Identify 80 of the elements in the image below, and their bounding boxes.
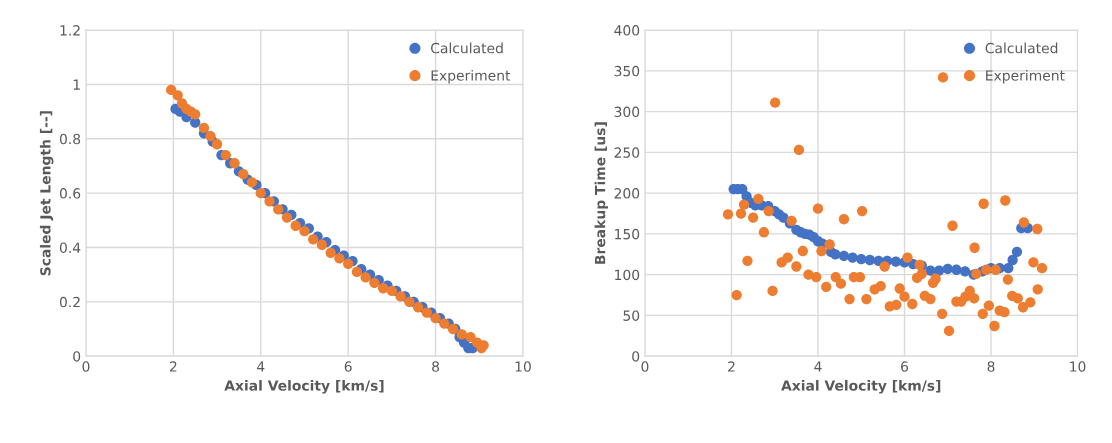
- point: [220, 149, 231, 161]
- x-tick-label: 8: [432, 361, 440, 372]
- x-axis-title: Axial Velocity [km/s]: [781, 380, 941, 394]
- point: [421, 307, 432, 318]
- y-tick-label: 1: [73, 79, 80, 90]
- legend-label: Calculated: [985, 42, 1058, 54]
- point: [864, 254, 876, 266]
- point: [360, 272, 371, 283]
- y-tick-label: 200: [614, 188, 640, 199]
- y-tick-label: 50: [623, 310, 640, 321]
- point: [264, 196, 275, 207]
- point: [198, 122, 210, 134]
- x-axis-title: Axial Velocity [km/s]: [224, 380, 384, 394]
- x-tick-label: 10: [515, 361, 531, 372]
- x-tick-label: 0: [641, 361, 649, 372]
- y-tick-label: 400: [614, 25, 640, 36]
- y-axis-title: Breakup Time [us]: [594, 122, 609, 264]
- point: [838, 250, 850, 262]
- y-tick-label: 0.4: [59, 242, 81, 253]
- point: [830, 249, 841, 260]
- point: [246, 177, 258, 188]
- point: [369, 277, 380, 288]
- point: [856, 254, 867, 265]
- point: [847, 252, 858, 263]
- y-tick-label: 250: [614, 147, 640, 158]
- point: [377, 283, 389, 294]
- y-tick-label: 300: [614, 106, 640, 118]
- point: [430, 312, 441, 324]
- y-tick-label: 1.2: [60, 25, 80, 36]
- point: [386, 285, 398, 297]
- point: [351, 266, 363, 278]
- y-tick-label: 150: [615, 228, 640, 240]
- x-tick-label: 2: [169, 361, 177, 372]
- x-tick-label: 6: [344, 361, 352, 372]
- point: [316, 239, 328, 250]
- legend-label: Experiment: [986, 69, 1065, 84]
- point: [959, 266, 971, 277]
- point: [238, 168, 249, 180]
- point: [465, 332, 476, 343]
- point: [395, 291, 406, 302]
- y-tick-label: 0.2: [59, 296, 80, 308]
- x-tick-label: 4: [257, 361, 265, 372]
- x-tick-label: 10: [1070, 361, 1086, 372]
- point: [325, 247, 336, 259]
- point: [299, 226, 310, 237]
- point: [205, 130, 216, 142]
- x-tick-label: 0: [82, 361, 90, 372]
- point: [412, 302, 424, 313]
- point: [439, 318, 450, 329]
- point: [343, 258, 354, 269]
- legend-label: Experiment: [431, 69, 511, 84]
- point: [1011, 246, 1023, 257]
- x-tick-label: 2: [728, 361, 735, 372]
- y-tick-label: 0: [632, 351, 640, 362]
- point: [942, 263, 953, 275]
- x-tick-label: 6: [901, 361, 909, 372]
- legend-label: Calculated: [431, 42, 503, 54]
- y-tick-label: 0.6: [59, 188, 81, 199]
- x-tick-label: 8: [987, 361, 995, 372]
- point: [255, 188, 266, 199]
- point: [290, 220, 301, 231]
- point: [166, 84, 177, 96]
- point: [281, 212, 293, 223]
- point: [211, 139, 223, 150]
- y-tick-label: 0.8: [59, 133, 81, 145]
- point: [273, 204, 284, 215]
- point: [1003, 262, 1014, 274]
- point: [334, 253, 345, 264]
- y-axis-title: Scaled Jet Length [--]: [39, 111, 54, 276]
- point: [1007, 254, 1018, 266]
- point: [404, 296, 415, 307]
- point: [229, 158, 240, 169]
- point: [308, 234, 319, 245]
- point: [951, 264, 962, 275]
- point: [190, 109, 201, 120]
- point: [172, 90, 183, 101]
- x-tick-label: 4: [814, 361, 822, 372]
- y-tick-label: 0: [73, 351, 81, 362]
- y-tick-label: 350: [614, 65, 640, 77]
- y-tick-label: 100: [615, 269, 640, 281]
